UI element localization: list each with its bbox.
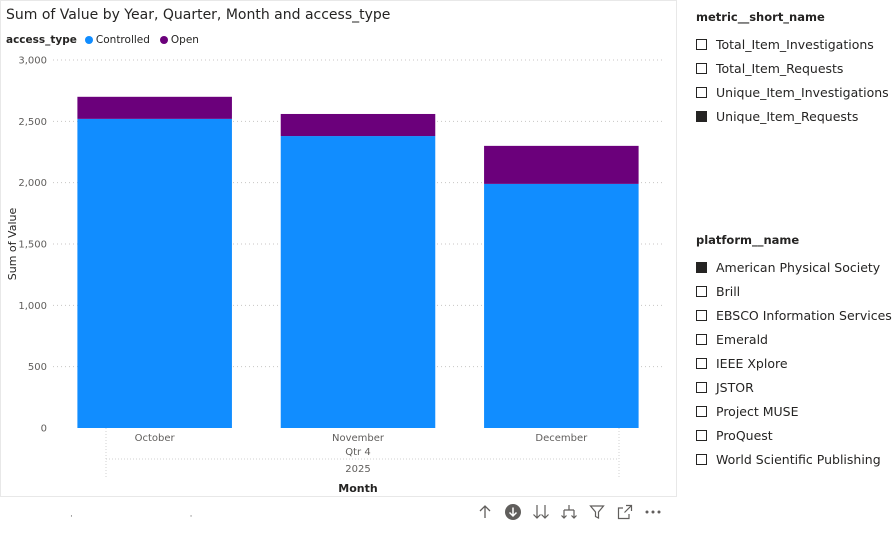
checkbox[interactable]: [696, 86, 707, 98]
bar-controlled-october[interactable]: [77, 118, 232, 428]
metric-slicer-item[interactable]: Total_Item_Investigations: [696, 32, 889, 56]
platform-slicer-title: platform__name: [696, 233, 800, 247]
legend-item-open[interactable]: Open: [159, 34, 199, 46]
metric-slicer-item-label: Unique_Item_Requests: [716, 108, 859, 124]
y-axis-title: Sum of Value: [6, 208, 19, 281]
metric-slicer-item[interactable]: Total_Item_Requests: [696, 56, 889, 80]
y-tick-label: 1,000: [18, 301, 47, 312]
platform-slicer-item[interactable]: American Physical Society: [696, 255, 892, 279]
visual-toolbar: [474, 501, 664, 523]
chart-title: Sum of Value by Year, Quarter, Month and…: [6, 7, 391, 23]
y-tick-label: 500: [28, 362, 47, 373]
platform-slicer-item[interactable]: Emerald: [696, 327, 892, 351]
platform-slicer-item[interactable]: IEEE Xplore: [696, 351, 892, 375]
chart-visual[interactable]: Sum of Value by Year, Quarter, Month and…: [0, 0, 677, 497]
checkbox[interactable]: [696, 261, 707, 273]
x-year-label: 2025: [345, 464, 370, 475]
legend-title: access_type: [6, 34, 77, 46]
platform-slicer-item-label: Brill: [716, 283, 741, 299]
legend-dot-open: [159, 36, 168, 44]
checkbox[interactable]: [696, 405, 707, 417]
expand-next-level-icon[interactable]: [530, 501, 552, 523]
checkbox[interactable]: [696, 309, 707, 321]
platform-slicer-item-label: ProQuest: [716, 427, 773, 443]
resize-dots: · ·: [70, 512, 194, 522]
platform-slicer-item[interactable]: ProQuest: [696, 423, 892, 447]
drill-up-icon[interactable]: [474, 501, 496, 523]
x-quarter-label: Qtr 4: [345, 447, 370, 458]
platform-slicer-item-label: EBSCO Information Services: [716, 307, 892, 323]
platform-slicer-item-label: Emerald: [716, 331, 768, 347]
platform-slicer: platform__name American Physical Society…: [696, 233, 892, 471]
checkbox[interactable]: [696, 381, 707, 393]
plot-area: 0 500 1,000 1,500 2,000 2,500 3,000 Sum of Valu…: [6, 56, 663, 495]
metric-slicer-item-label: Unique_Item_Investigations: [716, 84, 889, 100]
more-options-icon[interactable]: [642, 501, 664, 523]
x-tick-label: November: [332, 433, 385, 444]
platform-slicer-item-label: Project MUSE: [716, 403, 799, 419]
bar-open-december[interactable]: [484, 145, 639, 184]
legend-label-controlled: Controlled: [95, 34, 150, 46]
filter-icon[interactable]: [586, 501, 608, 523]
chart-legend: access_type Controlled Open: [6, 34, 203, 46]
bar-controlled-november[interactable]: [280, 136, 436, 428]
y-tick-label: 2,500: [18, 117, 47, 128]
metric-slicer-item-label: Total_Item_Investigations: [716, 36, 874, 52]
platform-slicer-item-label: American Physical Society: [716, 259, 881, 275]
metric-slicer: metric__short_name Total_Item_Investigat…: [696, 10, 889, 128]
metric-slicer-item-label: Total_Item_Requests: [716, 60, 844, 76]
platform-slicer-item-label: IEEE Xplore: [716, 355, 788, 371]
checkbox[interactable]: [696, 38, 707, 50]
bar-controlled-december[interactable]: [484, 183, 639, 428]
metric-slicer-item[interactable]: Unique_Item_Requests: [696, 104, 889, 128]
checkbox[interactable]: [696, 453, 707, 465]
legend-label-open: Open: [170, 34, 199, 46]
y-tick-label: 1,500: [18, 240, 47, 251]
x-tick-label: October: [135, 433, 176, 444]
checkbox[interactable]: [696, 285, 707, 297]
platform-slicer-item-label: World Scientific Publishing: [716, 451, 881, 467]
y-tick-label: 0: [41, 424, 47, 435]
platform-slicer-item-label: JSTOR: [716, 379, 754, 395]
expand-hierarchy-icon[interactable]: [558, 501, 580, 523]
checkbox[interactable]: [696, 333, 707, 345]
legend-item-controlled[interactable]: Controlled: [84, 34, 150, 46]
metric-slicer-title: metric__short_name: [696, 10, 825, 24]
metric-slicer-item[interactable]: Unique_Item_Investigations: [696, 80, 889, 104]
x-tick-label: December: [535, 433, 588, 444]
bar-open-october[interactable]: [77, 96, 232, 119]
legend-dot-controlled: [84, 36, 93, 44]
platform-slicer-item[interactable]: EBSCO Information Services: [696, 303, 892, 327]
bar-open-november[interactable]: [280, 113, 436, 137]
platform-slicer-item[interactable]: JSTOR: [696, 375, 892, 399]
drill-down-mode-icon[interactable]: [502, 501, 524, 523]
checkbox[interactable]: [696, 110, 707, 122]
y-tick-label: 3,000: [18, 56, 47, 67]
checkbox[interactable]: [696, 357, 707, 369]
checkbox[interactable]: [696, 429, 707, 441]
platform-slicer-item[interactable]: Project MUSE: [696, 399, 892, 423]
platform-slicer-item[interactable]: Brill: [696, 279, 892, 303]
platform-slicer-item[interactable]: World Scientific Publishing: [696, 447, 892, 471]
focus-mode-icon[interactable]: [614, 501, 636, 523]
x-axis-title: Month: [338, 482, 377, 495]
checkbox[interactable]: [696, 62, 707, 74]
y-tick-label: 2,000: [18, 178, 47, 189]
